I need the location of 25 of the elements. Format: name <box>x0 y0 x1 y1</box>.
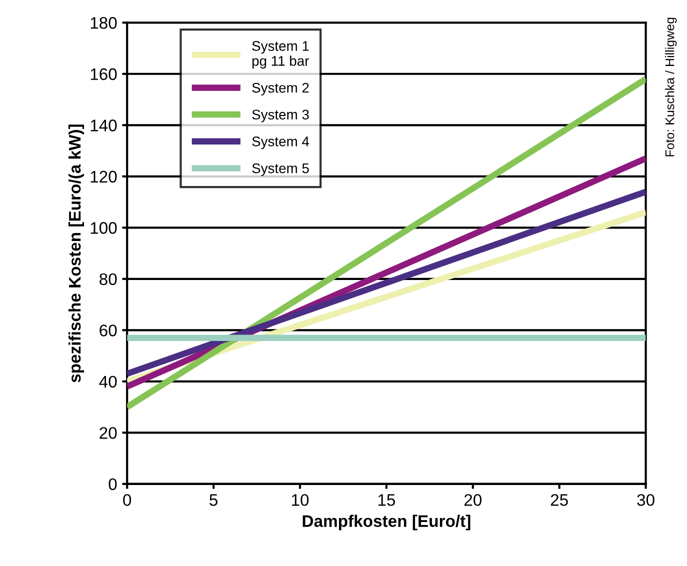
y-tick-label: 80 <box>100 273 117 286</box>
legend-label: System 4 <box>252 136 310 150</box>
x-tick-label: 30 <box>637 494 654 506</box>
x-tick-label: 0 <box>123 494 132 506</box>
legend-label: System 5 <box>252 163 309 176</box>
y-tick-label: 0 <box>108 478 117 490</box>
x-tick-label: 20 <box>464 494 482 506</box>
y-tick-label: 140 <box>90 120 117 132</box>
x-tick-label: 25 <box>550 494 568 506</box>
legend-label: System 2 <box>252 82 309 96</box>
y-tick-label: 100 <box>90 222 117 234</box>
y-axis-title: spezifische Kosten [Euro/(a kW)] <box>68 124 84 382</box>
x-tick-label: 15 <box>378 494 396 506</box>
y-tick-label: 120 <box>90 170 117 183</box>
y-tick-label: 180 <box>90 17 117 29</box>
x-axis-title: Dampfkosten [Euro/t] <box>302 514 470 530</box>
y-tick-label: 60 <box>100 324 117 336</box>
x-tick-label: 5 <box>210 494 218 506</box>
legend-label: System 1 pg 11 bar <box>252 41 309 69</box>
x-tick-label: 10 <box>292 494 309 506</box>
y-tick-label: 20 <box>100 427 117 439</box>
text: Foto: Kuschka / Hilligweg <box>665 18 677 156</box>
y-tick-label: 40 <box>99 376 117 388</box>
y-tick-label: 160 <box>90 68 117 80</box>
legend-label: System 3 <box>252 110 309 122</box>
